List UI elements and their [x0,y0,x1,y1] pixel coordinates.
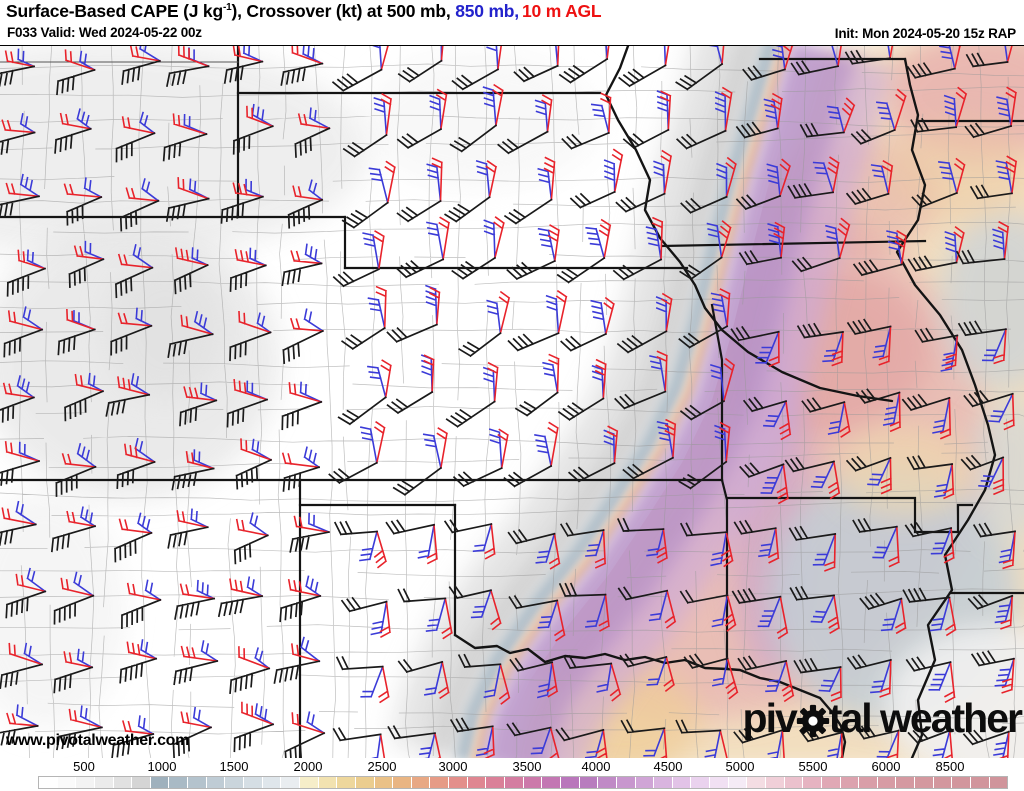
map-canvas[interactable] [0,46,1024,758]
colorbar-tick-label: 500 [73,759,95,774]
colorbar-tick-label: 8500 [935,759,965,774]
map-container: www.pivotalweather.com piv [0,46,1024,758]
colorbar-cell [393,777,412,788]
colorbar-cell [244,777,263,788]
wind-barbs-black [0,49,1016,758]
title-main: Surface-Based CAPE (J kg [6,1,223,21]
colorbar-cell [560,777,580,788]
colorbar-cell [859,777,878,788]
colorbar-cell [467,777,487,788]
colorbar-cell [411,777,431,788]
missouri-river [604,46,894,403]
colorbar-cell [747,777,766,788]
watermark: www.pivotalweather.com [6,732,190,749]
colorbar-cell [989,777,1008,788]
colorbar-tick-label: 5500 [798,759,828,774]
colorbar-tick-label: 6000 [871,759,901,774]
mississippi-river [895,57,997,758]
colorbar-cell [971,777,990,788]
rivers [453,46,997,758]
colorbar-tick-label: 1500 [219,759,249,774]
brand-logo: piv tal weat [742,695,1023,741]
colorbar-cell [94,777,114,788]
colorbar-cell [430,777,450,788]
valid-time-label: F033 Valid: Wed 2024-05-22 00z [7,25,202,40]
colorbar-cell [150,777,170,788]
colorbar-cell [57,777,77,788]
colorbar-cell [896,777,916,788]
colorbar-tick-label: 3500 [512,759,542,774]
title-superscript: -1 [222,2,232,13]
red-river [453,633,847,758]
colorbar-cell [654,777,673,788]
title-850mb-label: 850 mb, [455,1,519,21]
colorbar-cell [132,777,151,788]
colorbar-cell [169,777,189,788]
colorbar-tick-label: 4000 [581,759,611,774]
logo-text-suffix: tal weather [828,695,1023,741]
wind-barbs-layer [0,46,1018,758]
colorbar-cell [486,777,506,788]
colorbar-cell [579,777,599,788]
colorbar-cell [225,777,245,788]
colorbar-cell [877,777,897,788]
colorbar-cell [728,777,748,788]
colorbar-cell [505,777,524,788]
colorbar-cell [598,777,617,788]
wind-barbs-red [1,46,1018,758]
colorbar-tick-label: 3000 [438,759,468,774]
colorbar-cell [355,777,375,788]
colorbar-cell [542,777,561,788]
colorbar-cell [821,777,841,788]
colorbar-cell [952,777,972,788]
colorbar-cell [933,777,953,788]
gear-icon [796,704,830,738]
header: Surface-Based CAPE (J kg-1), Crossover (… [0,0,1024,46]
colorbar-cell [523,777,543,788]
colorbar-cell [616,777,636,788]
colorbar-tick-label: 5000 [725,759,755,774]
title-10m-label: 10 m AGL [521,1,602,21]
colorbar-cell [672,777,692,788]
colorbar-cell [691,777,711,788]
colorbar-cell [262,777,282,788]
colorbar-tick-label: 2500 [367,759,397,774]
colorbar-cell [281,777,300,788]
colorbar-cell [784,777,804,788]
colorbar-cell [299,777,319,788]
colorbar-cell [188,777,207,788]
colorbar-cell [206,777,226,788]
colorbar-cell [39,777,58,788]
colorbar-tick-label: 2000 [293,759,323,774]
logo-text-prefix: piv [742,695,798,741]
title-after-sup: ), Crossover (kt) at 500 mb, [231,1,451,21]
colorbar-cell [710,777,729,788]
colorbar-cell [915,777,934,788]
colorbar-cell [449,777,468,788]
page-title: Surface-Based CAPE (J kg-1), Crossover (… [6,1,602,22]
colorbar-cell [113,777,133,788]
colorbar-cell [803,777,822,788]
colorbar-cell [840,777,860,788]
colorbar-cell [635,777,655,788]
colorbar-tick-label: 1000 [147,759,177,774]
colorbar-cell [337,777,356,788]
colorbar-footer: 500 1000 1500 2000 2500 3000 3500 4000 4500 5000 5… [0,758,1024,791]
init-time-label: Init: Mon 2024-05-20 15z RAP [834,26,1016,41]
wind-barbs-blue [15,46,1016,758]
colorbar-cell [318,777,338,788]
colorbar [38,776,1008,789]
colorbar-cell [374,777,394,788]
colorbar-cell [76,777,95,788]
cape-shading-layer [0,46,1024,758]
colorbar-tick-label: 4500 [653,759,683,774]
colorbar-cell [765,777,785,788]
